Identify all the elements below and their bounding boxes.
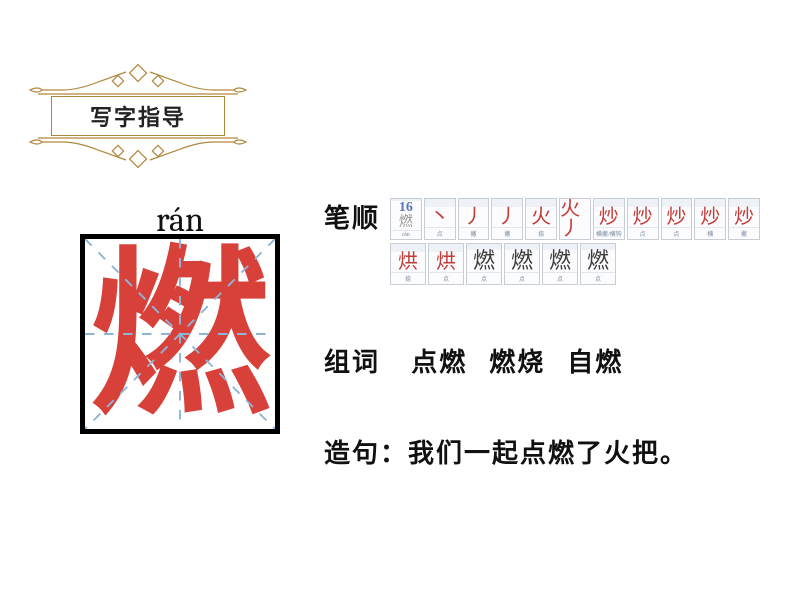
stroke-cell: 火丿撇 [559,198,591,240]
stroke-cell: 燃点 [504,243,540,285]
character-area: rán 燃 [80,200,280,434]
stroke-cell: 炒点 [661,198,693,240]
header-ornament-bottom [8,134,268,168]
stroke-thumbnails: 16燃rán丶点丿撇丿撇火捺火丿撇炒横撇/横钩炒点炒点炒横炒撇 烘捺烘点燃点燃点… [390,198,760,288]
stroke-cell: 烘点 [428,243,464,285]
stroke-row-2: 烘捺烘点燃点燃点燃点燃点 [390,243,760,285]
content-column: 笔顺 16燃rán丶点丿撇丿撇火捺火丿撇炒横撇/横钩炒点炒点炒横炒撇 烘捺烘点燃… [324,198,778,470]
sentence-text: 我们一起点燃了火把。 [408,438,688,468]
stroke-cell: 炒撇 [728,198,760,240]
stroke-row-1: 16燃rán丶点丿撇丿撇火捺火丿撇炒横撇/横钩炒点炒点炒横炒撇 [390,198,760,240]
stroke-order-row: 笔顺 16燃rán丶点丿撇丿撇火捺火丿撇炒横撇/横钩炒点炒点炒横炒撇 烘捺烘点燃… [324,198,778,288]
stroke-cell: 燃点 [466,243,502,285]
sentence-row: 造句：我们一起点燃了火把。 [324,433,778,470]
header-title: 写字指导 [51,96,225,136]
stroke-cell: 炒横撇/横钩 [593,198,625,240]
header: 写字指导 [8,64,268,168]
stroke-cell: 燃点 [542,243,578,285]
word-item: 自燃 [567,347,623,377]
sentence-label: 造句： [324,438,408,468]
character-box: 燃 [80,234,280,434]
character-glyph: 燃 [90,247,270,427]
words-list: 点燃燃烧自燃 [389,347,623,377]
stroke-cell: 烘捺 [390,243,426,285]
stroke-cell: 燃点 [580,243,616,285]
stroke-cell: 火捺 [525,198,557,240]
stroke-cell: 炒横 [694,198,726,240]
stroke-cell: 丶点 [424,198,456,240]
words-label: 组词 [324,347,380,377]
word-item: 燃烧 [489,347,545,377]
word-item: 点燃 [411,347,467,377]
stroke-cell: 丿撇 [458,198,490,240]
header-ornament-top [8,64,268,98]
stroke-cell: 16燃rán [390,198,422,240]
stroke-cell: 炒点 [627,198,659,240]
stroke-order-label: 笔顺 [324,198,380,235]
words-row: 组词 点燃燃烧自燃 [324,342,778,379]
stroke-cell: 丿撇 [491,198,523,240]
